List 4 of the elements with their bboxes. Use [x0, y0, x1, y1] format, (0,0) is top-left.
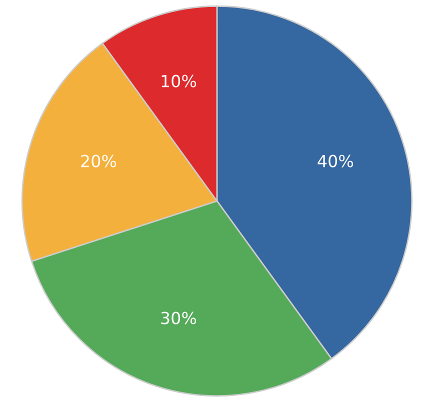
data-label: 20% [81, 154, 116, 168]
data-label: 10% [162, 74, 196, 88]
data-label: 30% [161, 312, 196, 324]
data-label: 40% [318, 154, 354, 168]
